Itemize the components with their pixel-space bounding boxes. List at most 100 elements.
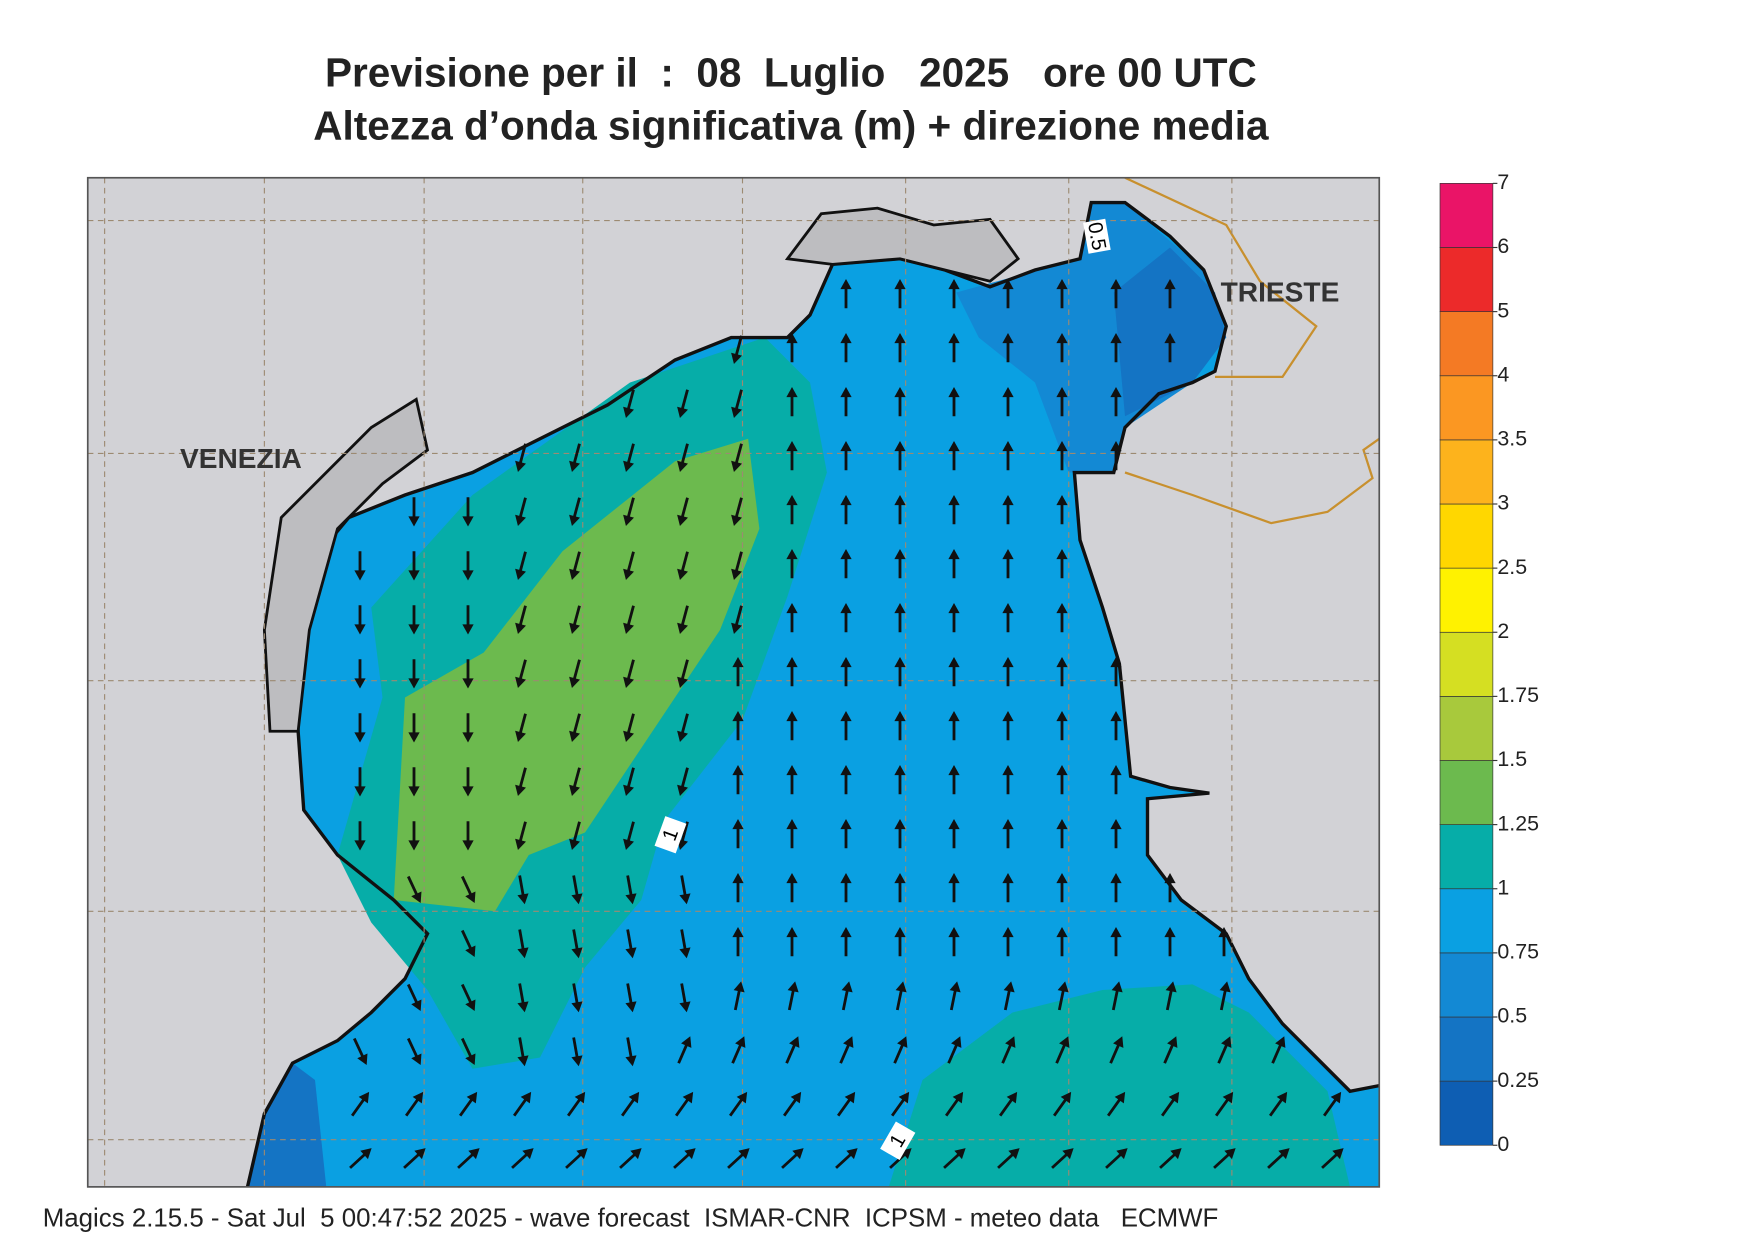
arrow bbox=[786, 441, 798, 471]
arrow-head bbox=[411, 891, 422, 904]
arrow-head bbox=[898, 1091, 910, 1104]
arrow-head bbox=[1056, 333, 1068, 344]
arrow bbox=[354, 713, 366, 743]
arrow-head bbox=[1060, 1091, 1072, 1104]
arrow bbox=[895, 981, 907, 1011]
arrow bbox=[679, 929, 691, 959]
place-label: VENEZIA bbox=[180, 443, 302, 474]
arrow-head bbox=[517, 1001, 529, 1013]
arrow bbox=[623, 659, 635, 688]
arrow bbox=[840, 657, 852, 687]
arrow-head bbox=[1056, 873, 1068, 884]
colorbar-label: 1 bbox=[1497, 875, 1509, 899]
arrow bbox=[840, 495, 852, 525]
arrow bbox=[673, 1148, 696, 1169]
arrow bbox=[894, 495, 906, 525]
arrow-head bbox=[731, 352, 742, 364]
arrow bbox=[786, 495, 798, 525]
arrow-head bbox=[677, 514, 688, 526]
arrow bbox=[840, 765, 852, 795]
arrow bbox=[569, 767, 581, 796]
arrow bbox=[1002, 387, 1014, 417]
arrow bbox=[517, 875, 529, 905]
arrow bbox=[894, 279, 906, 309]
arrow-head bbox=[1002, 765, 1014, 776]
arrow-head bbox=[948, 387, 960, 398]
arrow-head bbox=[520, 1091, 532, 1104]
arrow bbox=[948, 387, 960, 417]
arrow bbox=[1002, 441, 1014, 471]
arrow bbox=[462, 659, 474, 689]
arrow bbox=[1056, 603, 1068, 633]
arrow bbox=[731, 335, 743, 364]
arrow-head bbox=[1224, 1148, 1236, 1160]
arrow-head bbox=[1218, 927, 1230, 938]
arrow bbox=[732, 873, 744, 903]
arrow bbox=[677, 497, 689, 526]
arrow bbox=[677, 551, 689, 580]
arrow bbox=[943, 1148, 966, 1169]
arrow-head bbox=[515, 676, 526, 688]
arrow-head bbox=[1110, 819, 1122, 830]
arrow-head bbox=[1221, 1036, 1232, 1048]
arrow-head bbox=[894, 765, 906, 776]
arrow-head bbox=[894, 549, 906, 560]
arrow-head bbox=[736, 1091, 748, 1104]
colorbar-label: 1.75 bbox=[1497, 683, 1539, 707]
arrow bbox=[569, 713, 581, 742]
colorbar-bin bbox=[1439, 824, 1494, 890]
arrow-head bbox=[1056, 927, 1068, 938]
arrow-head bbox=[623, 838, 634, 850]
arrow-head bbox=[623, 622, 634, 634]
arrow bbox=[840, 549, 852, 579]
arrow bbox=[894, 441, 906, 471]
arrow-head bbox=[840, 765, 852, 776]
colorbar-bin bbox=[1439, 888, 1494, 954]
arrow bbox=[459, 1091, 478, 1117]
arrow-head bbox=[731, 406, 742, 418]
arrow bbox=[894, 387, 906, 417]
arrow bbox=[786, 657, 798, 687]
arrow-head bbox=[948, 279, 960, 290]
arrow-head bbox=[897, 1036, 908, 1048]
arrow bbox=[1056, 495, 1068, 525]
arrow-head bbox=[843, 1036, 854, 1048]
arrow-head bbox=[569, 622, 580, 634]
arrow-head bbox=[1002, 657, 1014, 668]
arrow bbox=[515, 551, 527, 580]
arrow bbox=[949, 981, 961, 1011]
arrow bbox=[623, 821, 635, 850]
arrow-head bbox=[679, 1001, 691, 1013]
colorbar-label: 2 bbox=[1497, 619, 1509, 643]
arrow bbox=[457, 1148, 480, 1169]
arrow-head bbox=[1114, 1091, 1126, 1104]
colorbar-bin bbox=[1439, 1080, 1494, 1146]
chart-title: Previsione per il : 08 Luglio 2025 ore 0… bbox=[325, 50, 1257, 96]
arrow-head bbox=[623, 460, 634, 472]
arrow bbox=[1215, 1091, 1234, 1117]
arrow bbox=[462, 821, 474, 851]
arrow bbox=[1165, 981, 1177, 1011]
arrow bbox=[569, 551, 581, 580]
contour-label-box bbox=[654, 816, 687, 854]
colorbar-bin bbox=[1439, 696, 1494, 761]
arrow bbox=[835, 1148, 858, 1169]
arrow bbox=[948, 549, 960, 579]
arrow-head bbox=[354, 570, 366, 581]
arrow-head bbox=[462, 678, 474, 689]
arrow-head bbox=[1002, 873, 1014, 884]
colorbar-bin bbox=[1439, 375, 1494, 441]
arrow bbox=[571, 929, 583, 959]
arrow-head bbox=[465, 891, 476, 904]
arrow-head bbox=[466, 1091, 478, 1104]
arrow-head bbox=[894, 441, 906, 452]
arrow-head bbox=[625, 1001, 637, 1013]
colorbar-bin bbox=[1439, 631, 1494, 697]
colorbar-bin bbox=[1439, 247, 1494, 312]
arrow bbox=[1164, 927, 1176, 957]
arrow-head bbox=[360, 1148, 372, 1160]
arrow bbox=[1002, 819, 1014, 849]
arrow bbox=[569, 497, 581, 526]
arrow bbox=[408, 551, 420, 581]
arrow-head bbox=[569, 676, 580, 688]
